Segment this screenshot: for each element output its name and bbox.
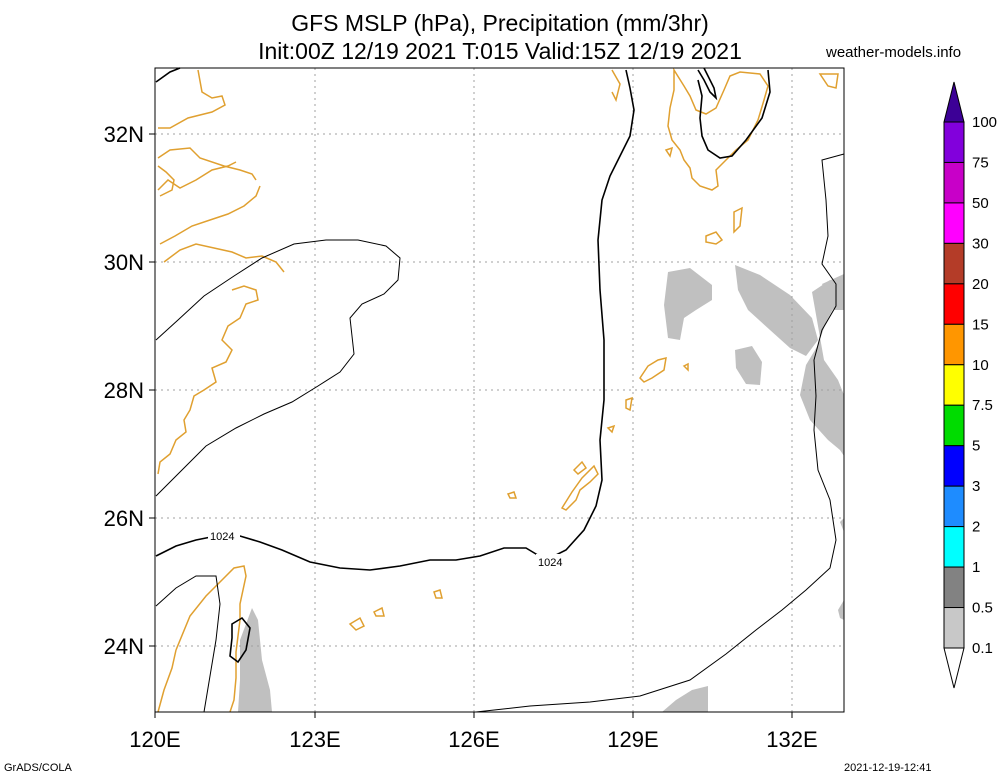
- colorbar-label: 5: [972, 438, 980, 455]
- coast-island: [433, 589, 443, 599]
- precip-patch: [664, 268, 712, 340]
- colorbar-swatch: [943, 242, 965, 285]
- coast-island: [572, 460, 588, 475]
- colorbar-swatch: [943, 404, 965, 447]
- colorbar-label: 2: [972, 519, 980, 536]
- isobar: [697, 69, 771, 159]
- lat-label: 26N: [104, 506, 144, 531]
- isobar: [697, 67, 718, 101]
- coast-island: [606, 424, 616, 434]
- lat-label: 24N: [104, 634, 144, 659]
- footer-timestamp: 2021-12-19-12:41: [844, 762, 932, 774]
- lon-label: 132E: [766, 727, 817, 752]
- colorbar-label: 100: [972, 114, 997, 131]
- coast-taiwan: [175, 565, 247, 713]
- lon-label: 123E: [289, 727, 340, 752]
- coast-island: [639, 356, 667, 383]
- colorbar-label: 3: [972, 478, 980, 495]
- colorbar-swatch: [943, 445, 965, 487]
- chart-subtitle: Init:00Z 12/19 2021 T:015 Valid:15Z 12/1…: [258, 38, 742, 64]
- colorbar-top-arrow: [943, 81, 965, 123]
- precip-patch: [735, 265, 818, 356]
- precip-patch: [800, 280, 844, 456]
- precip-patch: [662, 686, 708, 712]
- isobar: [155, 575, 221, 713]
- colorbar-label: 1: [972, 559, 980, 576]
- axis-ticks: [149, 133, 793, 718]
- coast-east-china: [157, 165, 175, 197]
- colorbar-label: 30: [972, 235, 989, 252]
- coast-island: [372, 606, 385, 617]
- lon-label: 126E: [448, 727, 499, 752]
- isobar-label: 1024: [538, 557, 562, 569]
- lat-label: 32N: [104, 122, 144, 147]
- coast-kyushu: [611, 69, 621, 103]
- colorbar-label: 10: [972, 357, 989, 374]
- chart-title: GFS MSLP (hPa), Precipitation (mm/3hr): [291, 10, 709, 36]
- colorbar-bottom-arrow: [943, 647, 965, 689]
- lat-label: 28N: [104, 378, 144, 403]
- coast-island: [733, 206, 743, 234]
- colorbar-swatch: [943, 323, 965, 366]
- colorbar-label: 50: [972, 195, 989, 212]
- isobar: [155, 67, 181, 83]
- coast-east-china: [159, 185, 261, 245]
- colorbar-swatch: [943, 485, 965, 528]
- lon-label: 120E: [129, 727, 180, 752]
- coast-east-china: [157, 285, 259, 475]
- colorbar-swatch: [943, 161, 965, 204]
- precip-patch: [838, 600, 844, 620]
- coast-island: [818, 73, 839, 89]
- footer-credit: GrADS/COLA: [4, 762, 72, 774]
- coast-east-china: [158, 69, 226, 129]
- precip-patch: [735, 346, 762, 385]
- colorbar-swatch: [943, 526, 965, 568]
- colorbar-label: 15: [972, 316, 989, 333]
- site-credit: weather-models.info: [826, 44, 962, 61]
- lon-label: 129E: [607, 727, 658, 752]
- coast-island: [506, 491, 518, 499]
- coast-east-china: [157, 147, 257, 181]
- coast-island: [705, 231, 724, 245]
- grid-lines: [155, 68, 844, 712]
- lat-label: 30N: [104, 250, 144, 275]
- precip-patch: [238, 608, 272, 712]
- coast-east-china: [163, 243, 285, 273]
- isobar: [475, 153, 845, 713]
- coast-taiwan: [157, 649, 177, 713]
- precipitation-areas: [238, 265, 844, 712]
- coast-island: [625, 396, 633, 412]
- colorbar-swatch: [943, 121, 965, 163]
- colorbar-label: 7.5: [972, 397, 993, 414]
- colorbar-label: 0.5: [972, 600, 993, 617]
- colorbar-swatch: [943, 283, 965, 325]
- isobars: [155, 67, 845, 713]
- isobar-label: 1024: [210, 531, 234, 543]
- coast-island: [682, 362, 689, 372]
- isobar: [155, 239, 401, 497]
- colorbar-swatch: [943, 202, 965, 244]
- colorbar-swatch: [943, 364, 965, 406]
- isobar: [229, 616, 251, 664]
- coast-island: [348, 616, 366, 631]
- colorbar-swatch: [943, 566, 965, 609]
- precip-patch: [840, 518, 844, 532]
- coast-island: [664, 146, 674, 158]
- coastlines: [157, 67, 839, 713]
- colorbar-label: 75: [972, 154, 989, 171]
- coast-island: [560, 464, 599, 511]
- precip-colorbar: [943, 81, 965, 689]
- colorbar-label: 20: [972, 276, 989, 293]
- isobar: [155, 69, 635, 571]
- colorbar-label: 0.1: [972, 640, 993, 657]
- coast-east-china: [157, 161, 237, 191]
- precip-patch: [822, 274, 844, 310]
- coast-kyushu: [667, 67, 769, 191]
- colorbar-swatch: [943, 607, 965, 649]
